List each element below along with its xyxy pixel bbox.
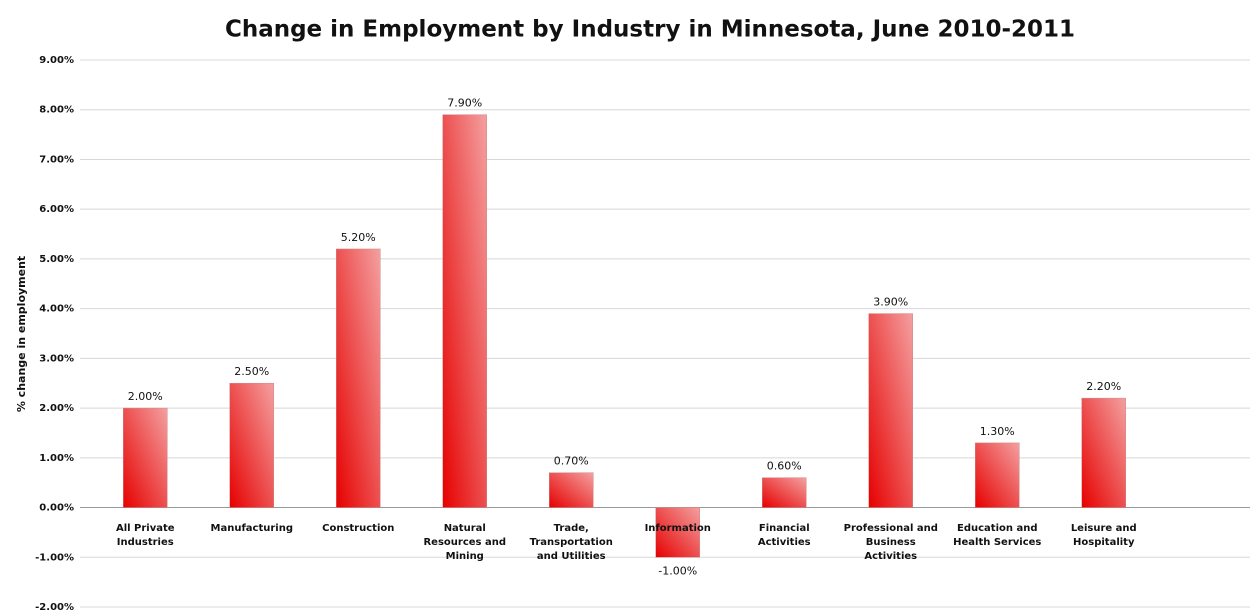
y-tick-label: 6.00% bbox=[39, 204, 74, 215]
x-tick-label: Financial Activities bbox=[757, 522, 811, 548]
x-tick-label: Information bbox=[644, 522, 711, 534]
bar bbox=[123, 407, 168, 508]
data-label: 2.00% bbox=[128, 390, 163, 403]
data-label: 0.60% bbox=[767, 460, 802, 473]
data-label: 5.20% bbox=[341, 231, 376, 244]
bar bbox=[549, 472, 594, 508]
bar bbox=[868, 313, 913, 508]
y-tick-label: 7.00% bbox=[39, 154, 74, 165]
x-tick-label: Natural Resources and Mining bbox=[423, 522, 507, 562]
bar bbox=[336, 248, 381, 508]
y-tick-label: 2.00% bbox=[39, 403, 74, 414]
data-label: 2.50% bbox=[234, 365, 269, 378]
y-tick-label: 8.00% bbox=[39, 105, 74, 116]
bar bbox=[655, 507, 700, 558]
x-tick-label: Construction bbox=[322, 522, 395, 534]
data-label: -1.00% bbox=[658, 564, 697, 577]
data-label: 2.20% bbox=[1086, 380, 1121, 393]
bar bbox=[1081, 397, 1126, 508]
y-tick-label: 9.00% bbox=[39, 55, 74, 66]
bar bbox=[762, 477, 807, 508]
y-axis-label: % change in employment bbox=[15, 256, 28, 412]
x-tick-label: All Private Industries bbox=[115, 522, 175, 548]
data-label: 1.30% bbox=[980, 425, 1015, 438]
data-label: 7.90% bbox=[447, 97, 482, 110]
y-tick-label: -1.00% bbox=[35, 552, 74, 563]
bar bbox=[975, 442, 1020, 508]
x-tick-label: Education and Health Services bbox=[953, 522, 1042, 548]
y-tick-label: -2.00% bbox=[35, 602, 74, 613]
x-tick-label: Professional and Business Activities bbox=[843, 522, 938, 562]
bar bbox=[442, 114, 487, 508]
bar bbox=[229, 382, 274, 508]
y-tick-label: 1.00% bbox=[39, 453, 74, 464]
x-tick-label: Manufacturing bbox=[210, 522, 294, 534]
y-tick-label: 4.00% bbox=[39, 304, 74, 315]
y-tick-label: 3.00% bbox=[39, 353, 74, 364]
x-tick-label: Trade, Transportation and Utilities bbox=[529, 522, 613, 562]
data-label: 3.90% bbox=[873, 296, 908, 309]
chart-title: Change in Employment by Industry in Minn… bbox=[225, 17, 1075, 43]
x-tick-label: Leisure and Hospitality bbox=[1070, 522, 1137, 548]
data-label: 0.70% bbox=[554, 455, 589, 468]
y-tick-label: 0.00% bbox=[39, 503, 74, 514]
y-tick-label: 5.00% bbox=[39, 254, 74, 265]
